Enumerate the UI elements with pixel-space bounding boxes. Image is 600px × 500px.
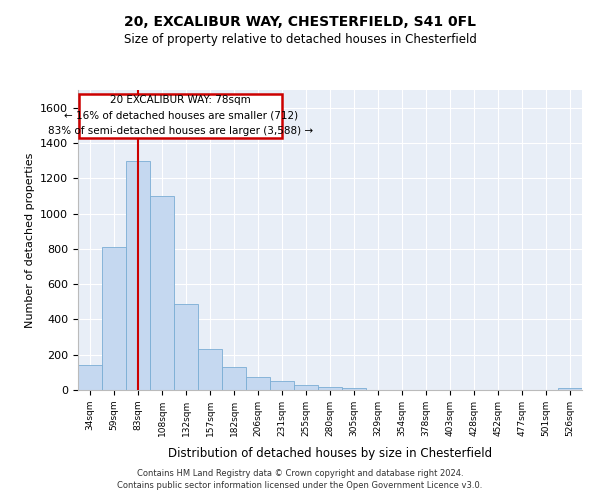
Bar bbox=[174, 304, 198, 390]
Bar bbox=[270, 381, 294, 390]
X-axis label: Distribution of detached houses by size in Chesterfield: Distribution of detached houses by size … bbox=[168, 447, 492, 460]
Bar bbox=[150, 196, 174, 390]
Text: 20 EXCALIBUR WAY: 78sqm
← 16% of detached houses are smaller (712)
83% of semi-d: 20 EXCALIBUR WAY: 78sqm ← 16% of detache… bbox=[48, 95, 313, 136]
Text: Contains HM Land Registry data © Crown copyright and database right 2024.
Contai: Contains HM Land Registry data © Crown c… bbox=[118, 468, 482, 490]
Bar bbox=[126, 160, 150, 390]
Bar bbox=[558, 388, 582, 390]
Text: 20, EXCALIBUR WAY, CHESTERFIELD, S41 0FL: 20, EXCALIBUR WAY, CHESTERFIELD, S41 0FL bbox=[124, 15, 476, 29]
Bar bbox=[246, 377, 270, 390]
Text: Size of property relative to detached houses in Chesterfield: Size of property relative to detached ho… bbox=[124, 32, 476, 46]
Bar bbox=[222, 367, 246, 390]
Bar bbox=[294, 384, 318, 390]
Bar bbox=[198, 348, 222, 390]
Y-axis label: Number of detached properties: Number of detached properties bbox=[25, 152, 35, 328]
Bar bbox=[102, 247, 126, 390]
Bar bbox=[78, 366, 102, 390]
FancyBboxPatch shape bbox=[79, 94, 282, 138]
Bar bbox=[318, 388, 342, 390]
Bar bbox=[342, 388, 366, 390]
